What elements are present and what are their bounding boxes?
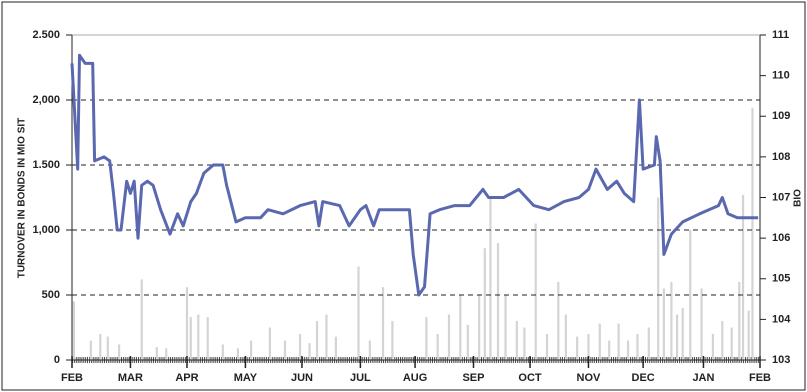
bar [587, 334, 590, 360]
bar [189, 317, 192, 360]
bar [425, 317, 428, 360]
bar [165, 348, 168, 360]
bar [466, 324, 469, 360]
bar [545, 334, 549, 360]
bar [478, 295, 481, 360]
y2-tick-label: 110 [772, 70, 790, 82]
x-tick-label: JAN [692, 372, 714, 384]
bar [689, 230, 692, 360]
x-tick-label: FEB [61, 372, 83, 384]
x-tick-label: JUL [350, 372, 371, 384]
bar [221, 344, 224, 360]
bar [325, 314, 328, 360]
y2-tick-label: 106 [772, 232, 790, 244]
bar [334, 336, 337, 360]
bar [308, 343, 311, 360]
bar [72, 301, 75, 360]
bar [730, 327, 733, 360]
bar [106, 336, 109, 360]
bar [436, 334, 439, 360]
x-tick-label: JUN [291, 372, 313, 384]
y-tick-label: 1.500 [32, 159, 60, 171]
bar [391, 321, 394, 360]
bar [459, 295, 462, 360]
y2-tick-label: 105 [772, 273, 790, 285]
y-tick-label: 2,000 [32, 94, 60, 106]
bar [576, 336, 579, 360]
bar [496, 243, 500, 360]
bar [741, 194, 745, 360]
x-tick-label: MAY [234, 372, 258, 384]
y2-tick-label: 108 [772, 151, 790, 163]
x-tick-label: NOV [577, 372, 602, 384]
bar [185, 287, 189, 360]
bar [670, 282, 673, 360]
bar [283, 340, 287, 360]
y2-tick-label: 104 [772, 313, 791, 325]
bar [564, 314, 567, 360]
bar [357, 266, 360, 360]
bar [751, 107, 754, 360]
line [70, 53, 759, 297]
bar [747, 310, 750, 360]
bar [381, 287, 385, 360]
y2-tick-label: 103 [772, 354, 790, 366]
bar [681, 308, 684, 360]
bar [489, 197, 492, 360]
bar [236, 348, 239, 360]
bar [298, 334, 302, 360]
y-axis-label: TURNOVER IN BONDS IN MIO SIT [17, 118, 28, 279]
bar [155, 347, 158, 360]
bar [636, 334, 639, 360]
bar [675, 314, 679, 360]
bar [315, 321, 319, 360]
bar [447, 314, 451, 360]
bar [206, 317, 209, 360]
y-tick-label: 1,000 [32, 224, 60, 236]
bar [662, 288, 665, 360]
bar [118, 344, 121, 360]
bar [197, 314, 200, 360]
bar [626, 340, 630, 360]
bar [534, 223, 537, 360]
y2-tick-label: 107 [772, 191, 790, 203]
bar [523, 327, 526, 360]
x-tick-label: APR [175, 372, 198, 384]
y2-tick-label: 109 [772, 110, 790, 122]
x-tick-label: AUG [403, 372, 427, 384]
y-tick-label: 0 [54, 354, 60, 366]
bar [504, 295, 507, 360]
bar [647, 327, 650, 360]
bar [721, 321, 724, 360]
x-tick-label: DEC [632, 372, 655, 384]
bar [617, 323, 620, 360]
bar [557, 282, 560, 360]
bar [483, 248, 486, 360]
bar [608, 340, 611, 360]
bar [700, 288, 703, 360]
bar [368, 340, 371, 360]
x-tick-label: OCT [518, 372, 542, 384]
bar [140, 279, 143, 360]
y-tick-label: 500 [42, 289, 60, 301]
bar [738, 282, 741, 360]
bar [657, 197, 660, 360]
x-tick-label: SEP [462, 372, 484, 384]
bar [598, 323, 601, 360]
x-tick-label: MAR [118, 372, 143, 384]
bar [89, 340, 92, 360]
x-tick-label: FEB [749, 372, 771, 384]
bar [268, 327, 272, 360]
y-tick-label: 2.500 [32, 29, 60, 41]
bar [711, 334, 714, 360]
y2-tick-label: 111 [772, 29, 789, 41]
bar [249, 340, 253, 360]
bar [99, 334, 102, 360]
bar [515, 321, 518, 360]
y2-axis-label: BIO [793, 189, 804, 207]
